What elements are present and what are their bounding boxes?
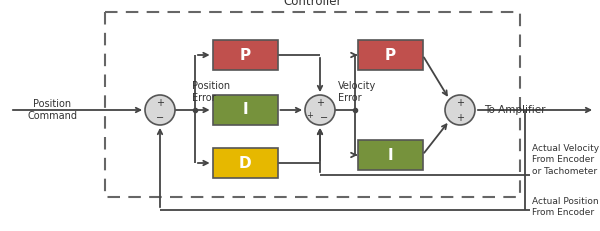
Text: −: − (156, 113, 164, 123)
Text: Position
Command: Position Command (27, 99, 77, 121)
Circle shape (145, 95, 175, 125)
Text: To Amplifier: To Amplifier (484, 105, 545, 115)
Circle shape (305, 95, 335, 125)
Bar (358, 140, 422, 170)
Text: +: + (456, 98, 464, 108)
Text: P: P (239, 48, 251, 63)
Text: +: + (156, 98, 164, 108)
Text: Controller: Controller (283, 0, 342, 8)
Text: +: + (456, 113, 464, 123)
Text: D: D (239, 155, 251, 170)
Text: P: P (385, 48, 395, 63)
Text: −: − (320, 113, 328, 123)
Text: I: I (387, 148, 393, 162)
Bar (212, 148, 277, 178)
Text: Actual Position
From Encoder: Actual Position From Encoder (532, 197, 599, 217)
Text: Position
Error: Position Error (192, 81, 230, 103)
Bar (212, 95, 277, 125)
Bar (212, 40, 277, 70)
Circle shape (445, 95, 475, 125)
Bar (358, 40, 422, 70)
Text: +: + (307, 110, 313, 119)
Text: Actual Velocity
From Encoder
or Tachometer: Actual Velocity From Encoder or Tachomet… (532, 144, 599, 176)
Bar (105, 12, 520, 197)
Text: I: I (242, 103, 248, 118)
Text: +: + (316, 98, 324, 108)
Text: Velocity
Error: Velocity Error (338, 81, 376, 103)
